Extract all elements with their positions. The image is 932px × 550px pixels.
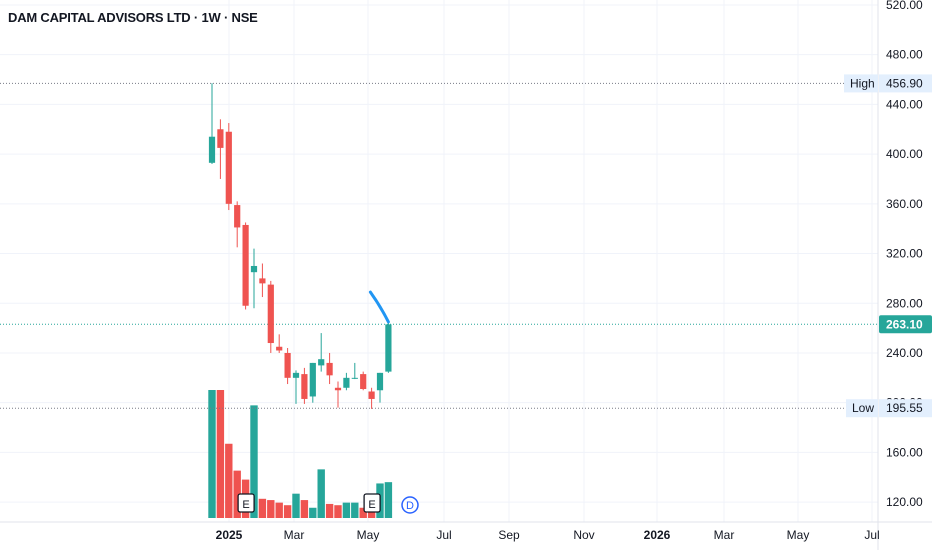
price-tick-label: 160.00 — [886, 445, 923, 459]
volume-bar — [367, 509, 376, 518]
volume-bar — [225, 443, 233, 518]
candle-body[interactable] — [301, 374, 308, 399]
volume-bar — [334, 505, 342, 518]
price-tick-label: 280.00 — [886, 296, 923, 310]
price-tick-label: 360.00 — [886, 197, 923, 211]
candle-body[interactable] — [276, 346, 283, 351]
volume-bar — [292, 493, 300, 518]
low-label-box — [846, 399, 878, 418]
price-tick-label: 400.00 — [886, 147, 923, 161]
candle-body[interactable] — [259, 278, 266, 284]
candle-body[interactable] — [284, 352, 291, 378]
trendline-drawing[interactable] — [368, 290, 390, 324]
volume-bar — [359, 507, 367, 518]
last-price-text: 263.10 — [886, 317, 923, 331]
volume-bar — [258, 498, 267, 518]
candle-body[interactable] — [250, 265, 258, 273]
candle-body[interactable] — [376, 372, 384, 391]
volume-bar — [351, 502, 359, 518]
volume-bar — [300, 500, 309, 518]
time-tick-label: May — [787, 528, 810, 542]
candle-body[interactable] — [334, 387, 342, 391]
low-value-box — [879, 399, 932, 418]
price-tick-label: 480.00 — [886, 48, 923, 62]
volume-bar — [208, 390, 216, 518]
earnings-marker-label: E — [242, 499, 249, 511]
time-tick-label: 2026 — [644, 528, 671, 542]
price-tick-label: 440.00 — [886, 97, 923, 111]
time-tick-label: Jul — [864, 528, 879, 542]
candle-body[interactable] — [225, 131, 232, 204]
time-tick-label: Mar — [284, 528, 305, 542]
time-tick-label: Sep — [498, 528, 520, 542]
time-tick-label: Nov — [573, 528, 594, 542]
time-tick-label: Jul — [436, 528, 451, 542]
price-tick-label: 240.00 — [886, 346, 923, 360]
volume-bar — [309, 507, 317, 518]
volume-bar — [317, 469, 325, 518]
volume-bar — [283, 505, 292, 518]
candle-body[interactable] — [234, 205, 241, 228]
price-tick-label: 320.00 — [886, 247, 923, 261]
high-value-box — [879, 74, 932, 93]
time-tick-label: May — [357, 528, 380, 542]
volume-bar — [233, 470, 241, 518]
volume-bar — [342, 502, 351, 518]
earnings-marker-label: E — [368, 499, 375, 511]
earnings-marker[interactable] — [363, 493, 381, 513]
high-label-text: High — [850, 76, 875, 90]
candle-body[interactable] — [360, 374, 367, 390]
chart-title: DAM CAPITAL ADVISORS LTD · 1W · NSE — [8, 10, 258, 25]
candle-body[interactable] — [242, 224, 249, 306]
price-tick-label: 520.00 — [886, 0, 923, 12]
dividend-marker[interactable] — [401, 496, 419, 514]
candle-body[interactable] — [351, 377, 358, 379]
volume-bar — [250, 405, 258, 518]
low-label-text: Low — [852, 401, 874, 415]
candle-body[interactable] — [368, 391, 375, 399]
volume-bar — [275, 502, 283, 518]
last-price-box — [879, 315, 932, 334]
volume-bar — [384, 482, 393, 518]
candle-body[interactable] — [267, 284, 274, 344]
candle-body[interactable] — [385, 324, 392, 372]
price-tick-label: 120.00 — [886, 495, 923, 509]
candle-body[interactable] — [318, 359, 325, 366]
volume-bar — [267, 500, 275, 518]
low-value-text: 195.55 — [886, 401, 923, 415]
candle-body[interactable] — [208, 136, 216, 163]
volume-bar — [216, 390, 225, 518]
candle-body[interactable] — [292, 372, 300, 378]
candle-body[interactable] — [217, 129, 224, 148]
time-tick-label: Mar — [714, 528, 735, 542]
candle-body[interactable] — [343, 377, 350, 388]
candle-body[interactable] — [309, 362, 316, 397]
time-tick-label: 2025 — [216, 528, 243, 542]
dividend-marker-label: D — [406, 500, 414, 512]
volume-bar — [325, 503, 334, 518]
high-label-box — [844, 74, 878, 93]
high-value-text: 456.90 — [886, 76, 923, 90]
earnings-marker[interactable] — [237, 493, 255, 513]
candle-body[interactable] — [326, 362, 333, 376]
